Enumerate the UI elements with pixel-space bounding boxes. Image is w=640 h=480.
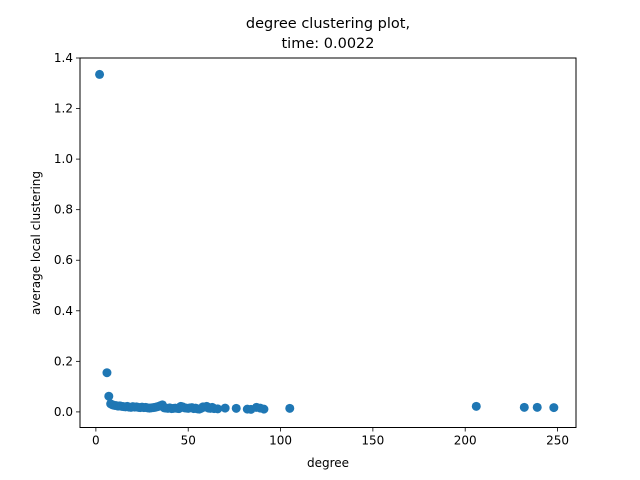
data-point — [213, 404, 223, 414]
chart-subtitle: time: 0.0022 — [282, 36, 375, 52]
y-axis-ticks: 0.0 0.2 0.4 0.6 0.8 1.0 1.2 1.4 — [54, 51, 80, 419]
y-tick-label: 0.2 — [54, 354, 73, 368]
x-tick-label: 250 — [546, 434, 569, 448]
data-point — [532, 402, 542, 412]
chart-title: degree clustering plot, — [246, 16, 410, 32]
data-point — [95, 69, 105, 79]
data-point — [231, 403, 241, 413]
data-point — [104, 391, 114, 401]
x-tick-label: 200 — [454, 434, 477, 448]
data-point — [220, 403, 230, 413]
data-point — [259, 404, 269, 414]
y-tick-label: 0.4 — [54, 304, 73, 318]
x-tick-label: 150 — [361, 434, 384, 448]
data-point — [471, 401, 481, 411]
data-point — [102, 368, 112, 378]
x-axis-ticks: 0 50 100 150 200 250 — [92, 427, 569, 448]
data-points — [95, 69, 559, 414]
data-point — [549, 403, 559, 413]
x-tick-label: 50 — [181, 434, 196, 448]
y-axis-label: average local clustering — [29, 171, 43, 315]
data-point — [285, 403, 295, 413]
y-tick-label: 1.4 — [54, 51, 73, 65]
axes-frame — [79, 57, 577, 428]
x-tick-label: 100 — [269, 434, 292, 448]
x-axis-label: degree — [307, 456, 349, 470]
y-tick-label: 1.0 — [54, 152, 73, 166]
y-tick-label: 0.6 — [54, 253, 73, 267]
data-point — [519, 402, 529, 412]
y-tick-label: 1.2 — [54, 102, 73, 116]
y-tick-label: 0.8 — [54, 203, 73, 217]
x-tick-label: 0 — [92, 434, 100, 448]
plot-area — [80, 58, 576, 428]
y-tick-label: 0.0 — [54, 405, 73, 419]
